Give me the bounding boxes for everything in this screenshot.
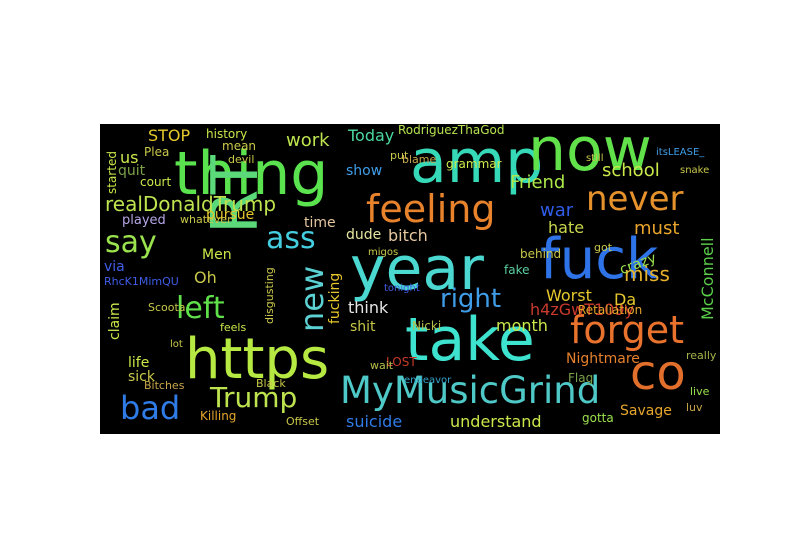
word-snake: snake: [680, 165, 710, 176]
word-cloud: thing amp now RT year fuck take https co…: [100, 124, 720, 434]
word-grammar: grammar: [446, 157, 502, 171]
word-rhck1mimqu: RhcK1MimQU: [104, 275, 179, 288]
word-pursue: pursue: [206, 207, 255, 223]
word-right: right: [440, 284, 502, 314]
word-mean: mean: [222, 139, 257, 153]
word-quit: quit: [118, 163, 146, 179]
word-black: Black: [256, 377, 286, 390]
word-bad: bad: [120, 389, 181, 427]
word-year: year: [350, 234, 484, 304]
word-itslease: itsLEASE_: [656, 147, 705, 158]
word-https: https: [185, 327, 330, 392]
word-court: court: [140, 175, 172, 189]
word-live: live: [690, 385, 710, 398]
word-left: left: [176, 291, 225, 326]
word-friend: Friend: [510, 172, 566, 193]
word-fucking: fucking: [327, 272, 343, 324]
word-never: never: [586, 179, 684, 219]
word-flag: Flag: [568, 371, 594, 385]
word-say: say: [105, 225, 157, 260]
word-hate: hate: [548, 218, 585, 237]
word-gotta: gotta: [582, 411, 614, 425]
word-wait: wait: [370, 359, 394, 372]
word-time: time: [304, 215, 336, 231]
word-still: still: [586, 153, 604, 164]
word-us: us: [120, 148, 139, 167]
word-migos: migos: [368, 247, 399, 258]
word-disgusting: disgusting: [263, 267, 276, 324]
word-claim: claim: [107, 302, 123, 340]
word-co: co: [630, 345, 686, 401]
word-h4zgwt109y: h4zGwT109y: [530, 300, 634, 319]
word-started: started: [105, 151, 119, 194]
word-sick: sick: [128, 369, 155, 385]
word-got: got: [594, 241, 613, 254]
word-retaliation: Retaliation: [578, 303, 643, 317]
word-behind: behind: [520, 247, 562, 261]
word-tonight: tonight: [384, 283, 420, 294]
word-played: played: [122, 213, 166, 228]
word-forget: forget: [570, 308, 684, 352]
word-dude: dude: [346, 227, 382, 243]
word-bitch: bitch: [388, 226, 428, 245]
word-think: think: [348, 298, 389, 317]
word-new: new: [293, 265, 331, 332]
word-put: put: [390, 149, 409, 162]
word-scoota: Scoota: [148, 301, 186, 314]
word-school: school: [602, 160, 660, 181]
word-blame: blame: [402, 153, 437, 166]
word-worst: Worst: [546, 286, 592, 305]
word-whatever: whatever: [180, 213, 232, 226]
word-today: Today: [348, 126, 395, 145]
word-suicide: suicide: [346, 412, 403, 431]
word-bitches: Bitches: [144, 379, 185, 392]
word-miss: miss: [624, 262, 670, 286]
word-mcconnell: McConnell: [698, 237, 717, 320]
word-lot: lot: [170, 339, 183, 350]
word-plea: Plea: [144, 145, 170, 159]
word-must: must: [634, 218, 680, 239]
word-month: month: [496, 316, 548, 335]
word-life: life: [128, 355, 150, 371]
word-work: work: [286, 130, 330, 151]
word-trump: Trump: [210, 381, 298, 414]
word-stop: STOP: [148, 126, 191, 145]
word-amp: amp: [410, 127, 544, 197]
word-feels: feels: [220, 321, 247, 334]
word-feeling: feeling: [366, 187, 496, 231]
word-da: Da: [614, 290, 637, 309]
word-luv: luv: [686, 401, 703, 414]
word-war: war: [540, 200, 574, 221]
word-men: Men: [202, 247, 232, 263]
word-killing: Killing: [200, 409, 237, 423]
word-ass: ass: [266, 221, 316, 256]
word-realdonaldtrump: realDonaldTrump: [105, 192, 277, 216]
word-really: really: [686, 349, 717, 362]
word-now: now: [528, 124, 652, 185]
word-nightmare: Nightmare: [566, 351, 640, 367]
word-endeavor: endeavor: [404, 375, 452, 386]
word-savage: Savage: [620, 403, 672, 419]
word-understand: understand: [450, 412, 542, 431]
word-fuck: fuck: [540, 227, 659, 292]
word-via: via: [104, 259, 125, 275]
word-mymusicgrind: MyMusicGrind: [340, 369, 601, 412]
word-shit: shit: [350, 319, 376, 335]
word-offset: Offset: [286, 415, 320, 428]
word-show: show: [346, 163, 383, 179]
word-nicki: Nicki: [412, 319, 442, 333]
word-devil: devil: [228, 153, 255, 166]
word-rodrigueztha: RodriguezThaGod: [398, 124, 505, 137]
word-lost: LOST: [386, 355, 417, 369]
word-fake: fake: [504, 263, 530, 277]
word-take: take: [405, 305, 535, 375]
word-thing: thing: [174, 139, 329, 209]
word-oh: Oh: [194, 268, 217, 287]
word-history: history: [206, 127, 248, 141]
